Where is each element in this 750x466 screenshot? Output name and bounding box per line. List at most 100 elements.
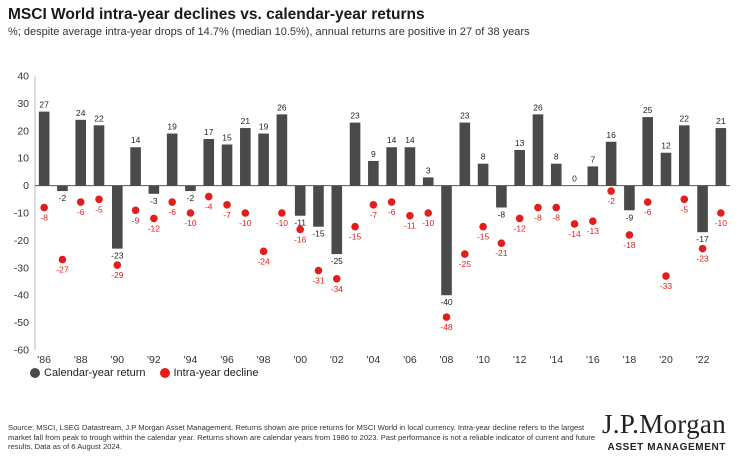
return-bar [313,185,324,227]
y-tick-label: -20 [14,235,29,247]
decline-dot [95,195,103,204]
decline-dot [369,200,378,209]
decline-dot [497,239,506,247]
return-bar-label: 14 [387,135,397,145]
decline-dot-label: -8 [534,213,542,223]
return-bar-label: 8 [481,152,486,162]
return-bar [294,185,306,216]
return-bar [331,185,343,255]
return-bar [166,133,178,186]
decline-dot [131,206,140,215]
decline-dot-label: -9 [132,215,140,225]
decline-dot [259,247,268,256]
return-bar-label: 22 [94,113,104,123]
decline-dot [534,203,542,212]
return-bar [605,141,617,186]
decline-dot-label: -15 [477,232,490,242]
decline-dot-label: -6 [168,207,176,217]
return-bar [240,128,251,186]
return-bar-label: 7 [590,154,595,164]
return-bar-label: 24 [76,108,86,118]
return-bar [660,152,672,186]
return-bar-label: 14 [131,135,141,145]
return-bar [368,160,379,186]
y-tick-label: 20 [17,125,29,137]
x-tick-label: '86 [37,354,51,366]
x-tick-label: '04 [367,354,381,366]
x-tick-label: '22 [696,354,710,366]
x-tick-label: '00 [293,354,307,366]
decline-dot-label: -10 [715,218,728,228]
return-bar-label: -15 [312,229,325,239]
decline-dot-label: -33 [660,281,673,291]
return-bar-label: 8 [554,152,559,162]
return-bar [111,185,123,249]
return-bar-label: 19 [167,122,177,132]
x-tick-label: '94 [184,354,198,366]
return-bar-label: -40 [440,297,453,307]
return-bar-label: 9 [371,149,376,159]
return-bar-label: 15 [222,133,232,143]
decline-dot-label: -10 [422,218,435,228]
decline-dot [479,222,487,231]
decline-dot [113,261,122,269]
x-tick-label: '08 [440,354,454,366]
decline-dot-label: -5 [680,204,688,214]
decline-dot [204,192,213,201]
decline-dot [698,244,707,253]
return-bar-label: 25 [643,105,653,115]
decline-dot [58,255,67,264]
decline-dot-label: -10 [276,218,289,228]
decline-dot [278,209,286,217]
chart-legend: Calendar-year return Intra-year decline [30,367,259,379]
x-tick-label: '96 [220,354,234,366]
return-bar [459,122,471,186]
logo-wordmark: J.P.Morgan [601,409,726,439]
return-bar [697,185,708,233]
decline-dot-label: -11 [404,221,416,231]
y-tick-label: -60 [14,345,29,357]
return-bar [715,128,727,186]
return-bar-label: 23 [350,111,360,121]
x-tick-label: '90 [110,354,124,366]
decline-dot-label: -8 [40,213,48,223]
x-tick-label: '14 [549,354,563,366]
decline-dot-label: -14 [568,229,581,239]
x-tick-label: '06 [403,354,417,366]
chart-subtitle: %; despite average intra-year drops of 1… [8,26,530,38]
decline-dot [442,313,451,321]
decline-dot [625,231,634,239]
decline-dot-label: -6 [77,207,85,217]
decline-dot [552,203,561,212]
decline-dot-label: -25 [459,259,472,269]
x-tick-label: '88 [74,354,88,366]
return-bar-label: 22 [680,113,690,123]
decline-dot-label: -6 [644,207,652,217]
decline-dot-label: -16 [294,234,307,244]
decline-dot-label: -8 [552,213,560,223]
decline-dot-label: -6 [388,207,396,217]
jpmorgan-logo: J.P.Morgan ASSET MANAGEMENT [602,410,726,453]
legend-swatch-declines [159,368,170,378]
decline-dot [76,198,85,206]
decline-dot [40,203,48,212]
decline-dot [662,272,670,280]
return-bar-label: 3 [426,165,431,175]
chart-title: MSCI World intra-year declines vs. calen… [8,6,425,23]
decline-dot [406,211,414,220]
return-bar [38,111,50,186]
return-bar-label: -2 [187,193,195,203]
return-bar [496,185,507,208]
decline-dot-label: -29 [111,270,124,280]
return-bar-label: -11 [294,218,306,228]
return-bar-label: -3 [150,196,158,206]
x-tick-label: '12 [513,354,527,366]
decline-dot [570,220,579,228]
return-bar-label: -8 [498,210,506,220]
decline-dot [387,198,396,206]
return-bar-label: 17 [204,127,214,137]
return-bar-label: 0 [572,174,577,184]
decline-dot-label: -7 [370,210,378,220]
decline-dot [314,266,323,275]
return-bar-label: 19 [259,122,269,132]
